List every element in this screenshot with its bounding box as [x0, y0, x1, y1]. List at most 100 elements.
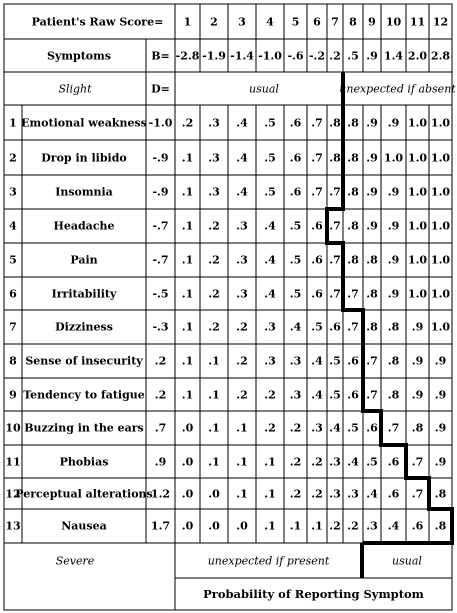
probability-cell: 1.0 — [407, 253, 428, 267]
symptom-name: Tendency to fatigue — [23, 388, 145, 401]
probability-cell: .8 — [366, 253, 378, 267]
probability-cell: .2 — [311, 487, 323, 500]
probability-cell: .5 — [289, 253, 302, 267]
probability-cell: .8 — [347, 151, 359, 164]
probability-cell: .6 — [289, 151, 302, 164]
symptom-name: Perceptual alterations — [15, 487, 153, 500]
probability-cell: .6 — [311, 287, 323, 300]
probability-cell: .9 — [366, 151, 378, 164]
probability-cell: .9 — [387, 185, 400, 199]
probability-cell: .4 — [311, 354, 323, 368]
probability-cell: .9 — [387, 116, 400, 129]
probability-cell: .8 — [434, 487, 447, 500]
raw-score-label: Patient's Raw Score= — [31, 15, 164, 28]
row-number: 6 — [9, 287, 17, 300]
row-number: 3 — [9, 185, 17, 199]
b-value-11: 2.0 — [407, 49, 428, 62]
symptom-name: Emotional weakness — [21, 116, 147, 129]
probability-cell: .6 — [347, 388, 359, 401]
probability-cell: .9 — [434, 421, 447, 435]
slight-label: Slight — [58, 82, 92, 95]
probability-cell: .5 — [311, 320, 323, 334]
probability-cell: .4 — [264, 253, 276, 267]
probability-cell: .2 — [289, 421, 302, 435]
raw-score-3: 3 — [238, 15, 246, 28]
probability-cell: .5 — [289, 219, 302, 233]
probability-cell: .6 — [387, 487, 400, 500]
row-number: 1 — [9, 116, 17, 129]
probability-cell: .9 — [387, 287, 400, 300]
probability-cell: .0 — [181, 487, 194, 500]
probability-cell: .0 — [208, 519, 220, 533]
symptom-name: Sense of insecurity — [25, 354, 143, 368]
probability-cell: .3 — [264, 320, 276, 334]
probability-cell: .1 — [181, 219, 194, 233]
b-value-6: -.2 — [308, 49, 326, 62]
probability-cell: .1 — [181, 287, 194, 300]
probability-cell: .8 — [434, 519, 447, 533]
probability-cell: .9 — [366, 116, 378, 129]
probability-cell: .5 — [289, 287, 302, 300]
b-value-12: 2.8 — [430, 49, 451, 62]
probability-cell: .3 — [236, 253, 248, 267]
raw-score-9: 9 — [368, 15, 376, 28]
probability-cell: .2 — [289, 455, 302, 468]
probability-cell: .2 — [264, 421, 276, 435]
probability-cell: 1.0 — [430, 219, 451, 233]
probability-cell: 1.0 — [407, 287, 428, 300]
raw-score-8: 8 — [349, 15, 357, 28]
probability-cell: .1 — [236, 421, 248, 435]
probability-cell: .7 — [366, 354, 378, 368]
probability-cell: .1 — [208, 354, 220, 368]
row-number: 5 — [9, 253, 17, 267]
row-number: 7 — [9, 320, 17, 334]
row-number: 4 — [9, 219, 17, 233]
probability-cell: .8 — [387, 320, 400, 334]
probability-cell: .3 — [208, 185, 220, 199]
usual-unexpected-boundary — [325, 72, 454, 545]
raw-score-5: 5 — [291, 15, 300, 28]
probability-cell: 1.0 — [407, 151, 428, 164]
probability-cell: .3 — [329, 487, 341, 500]
probability-cell: .6 — [311, 253, 323, 267]
probability-cell: .1 — [236, 455, 248, 468]
probability-cell: .2 — [236, 354, 248, 368]
probability-cell: .7 — [311, 116, 323, 129]
probability-cell: 1.0 — [430, 116, 451, 129]
b-value-9: .9 — [366, 49, 378, 62]
probability-cell: .6 — [411, 519, 424, 533]
probability-cell: .1 — [181, 354, 194, 368]
probability-cell: .1 — [181, 151, 194, 164]
probability-cell: .1 — [236, 487, 248, 500]
probability-cell: .1 — [264, 455, 276, 468]
usual-label-bottom: usual — [392, 554, 422, 567]
b-value-10: 1.4 — [383, 49, 404, 62]
symptom-d-value: -.5 — [152, 287, 169, 300]
probability-cell: .3 — [289, 354, 302, 368]
probability-cell: .6 — [347, 354, 359, 368]
probability-cell: .9 — [434, 354, 447, 368]
row-number: 8 — [9, 354, 17, 368]
probability-cell: .8 — [411, 421, 424, 435]
probability-cell: .5 — [329, 388, 341, 401]
probability-cell: .2 — [264, 388, 276, 401]
probability-cell: .9 — [434, 388, 447, 401]
b-value-4: -1.0 — [258, 49, 282, 62]
probability-cell: .8 — [347, 116, 359, 129]
symptom-name: Headache — [53, 219, 115, 233]
symptom-d-value: -1.0 — [148, 116, 173, 129]
b-value-7: .2 — [329, 49, 341, 62]
probability-cell: .6 — [387, 455, 400, 468]
probability-cell: .3 — [289, 388, 302, 401]
symptom-d-value: 1.2 — [150, 487, 171, 500]
probability-cell: .6 — [329, 320, 341, 334]
probability-cell: .4 — [289, 320, 302, 334]
probability-cell: .9 — [366, 185, 378, 199]
probability-cell: .9 — [366, 219, 378, 233]
raw-score-7: 7 — [331, 15, 339, 28]
symptom-d-value: .2 — [154, 388, 167, 401]
probability-cell: .8 — [347, 219, 359, 233]
probability-cell: .2 — [208, 320, 220, 334]
